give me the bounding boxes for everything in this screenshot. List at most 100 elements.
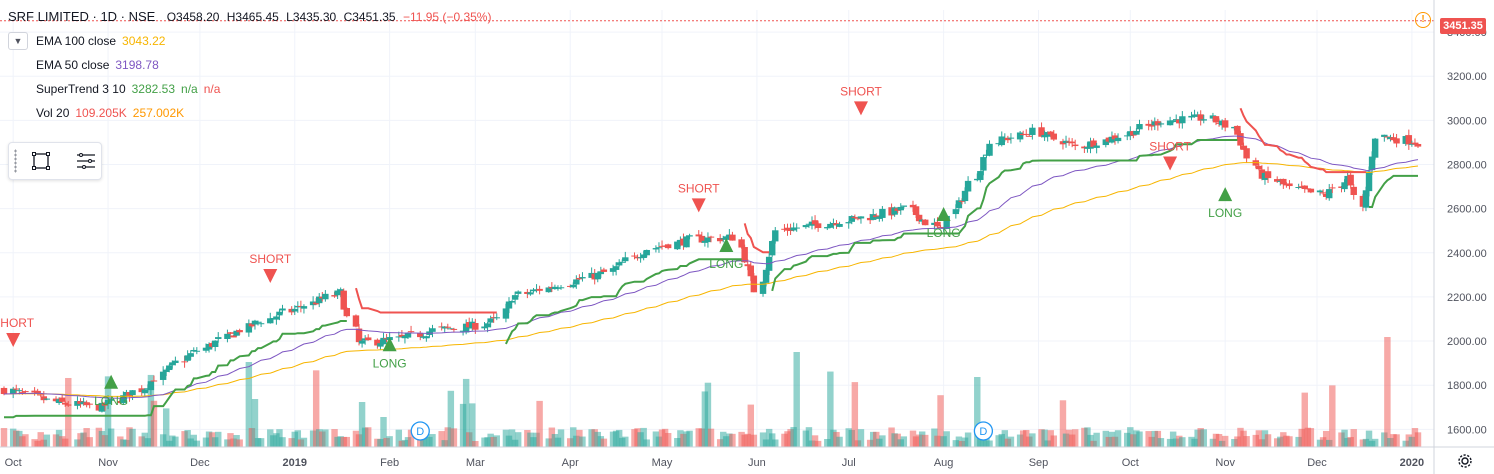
settings-lines-icon[interactable] bbox=[75, 151, 97, 171]
candle-body bbox=[107, 399, 115, 401]
indicator-ema100[interactable]: EMA 100 close 3043.22 bbox=[36, 34, 165, 48]
collapse-legend-button[interactable]: ▼ bbox=[8, 32, 28, 50]
indicator-supertrend[interactable]: SuperTrend 3 10 3282.53 n/a n/a bbox=[36, 82, 220, 96]
candle-body bbox=[374, 339, 381, 346]
volume-bars bbox=[0, 337, 1422, 447]
candle-body bbox=[729, 234, 736, 241]
volume-bar bbox=[312, 370, 320, 447]
candle-body bbox=[141, 389, 149, 394]
dividend-marker-label: D bbox=[416, 426, 424, 438]
candle-body bbox=[22, 391, 29, 393]
candle-body bbox=[631, 255, 638, 257]
candle-body bbox=[536, 288, 543, 291]
candle-body bbox=[43, 398, 51, 400]
volume-bar bbox=[964, 432, 972, 447]
indicator-ema50[interactable]: EMA 50 close 3198.78 bbox=[36, 58, 159, 72]
candle-body bbox=[331, 295, 338, 297]
indicator-volume[interactable]: Vol 20 109.205K 257.002K bbox=[36, 106, 184, 120]
short-marker-label: SHORT bbox=[678, 181, 720, 195]
volume-bar bbox=[1322, 430, 1330, 447]
volume-bar bbox=[986, 440, 993, 447]
candle-body bbox=[502, 308, 510, 319]
candle-body bbox=[897, 206, 904, 211]
candle-body bbox=[674, 241, 681, 250]
symbol-title[interactable]: SRF LIMITED · 1D · NSE bbox=[8, 9, 156, 24]
volume-bar bbox=[1365, 430, 1373, 447]
candle-body bbox=[493, 317, 500, 319]
long-marker-icon bbox=[936, 207, 951, 222]
candle-body bbox=[1393, 138, 1400, 144]
volume-bar bbox=[1001, 430, 1009, 447]
long-marker-label: LONG bbox=[94, 394, 128, 408]
candle-body bbox=[1200, 119, 1207, 121]
candle-body bbox=[98, 402, 106, 412]
indicator-value: 3043.22 bbox=[122, 34, 166, 48]
candle-body bbox=[1007, 137, 1015, 139]
candle-body bbox=[600, 269, 608, 272]
candle-body bbox=[162, 369, 170, 372]
volume-bar bbox=[1221, 435, 1229, 447]
volume-bar bbox=[107, 428, 115, 447]
candle-body bbox=[1234, 125, 1241, 135]
candle-body bbox=[1050, 133, 1058, 140]
short-marker-icon bbox=[263, 269, 278, 284]
volume-bar bbox=[1371, 438, 1379, 447]
candle-body bbox=[276, 311, 283, 316]
volume-bar bbox=[579, 436, 586, 447]
long-marker-label: LONG bbox=[709, 257, 743, 271]
candle-body bbox=[337, 289, 344, 293]
volume-bar bbox=[395, 429, 403, 447]
volume-bar bbox=[193, 440, 201, 447]
candle-body bbox=[58, 397, 66, 402]
candle-body bbox=[1157, 123, 1165, 125]
gear-icon[interactable] bbox=[1456, 452, 1474, 470]
candle-body bbox=[181, 361, 188, 363]
candle-body bbox=[1237, 133, 1244, 146]
candle-body bbox=[230, 335, 237, 338]
volume-bar bbox=[1350, 429, 1357, 447]
candle-body bbox=[986, 143, 993, 156]
drag-handle-icon[interactable] bbox=[14, 149, 17, 173]
open-value: O3458.20 bbox=[166, 10, 220, 24]
indicator-name: EMA 50 close bbox=[36, 58, 110, 72]
candle-body bbox=[358, 340, 366, 344]
candle-body bbox=[377, 343, 384, 347]
supertrend-line bbox=[355, 287, 497, 314]
signal-markers: SHORT LONG SHORT LONG SHORT LONG SHORT LONG SHOR… bbox=[0, 84, 1242, 441]
candle-body bbox=[958, 200, 966, 202]
candle-body bbox=[768, 241, 776, 256]
volume-bar bbox=[447, 390, 455, 447]
warning-icon[interactable]: ! bbox=[1415, 12, 1431, 28]
candle-body bbox=[1301, 185, 1308, 189]
short-marker-label: SHORT bbox=[840, 84, 882, 98]
time-tick-label: Nov bbox=[98, 457, 118, 469]
candle-body bbox=[1221, 120, 1229, 128]
candle-body bbox=[1197, 114, 1204, 121]
candle-body bbox=[267, 318, 274, 324]
candle-body bbox=[1071, 144, 1079, 147]
candle-body bbox=[508, 300, 516, 303]
volume-bar bbox=[1114, 430, 1122, 447]
candle-body bbox=[1133, 130, 1140, 135]
time-tick-label: Aug bbox=[934, 457, 954, 469]
volume-bar bbox=[1264, 434, 1272, 447]
volume-bar bbox=[937, 395, 944, 447]
low-value: L3435.30 bbox=[286, 10, 337, 24]
candle-body bbox=[169, 362, 176, 366]
candle-body bbox=[964, 180, 972, 192]
time-tick-label: Nov bbox=[1215, 457, 1235, 469]
volume-bar bbox=[879, 435, 886, 447]
volume-bar bbox=[1243, 436, 1250, 447]
indicator-value: 3282.53 bbox=[131, 82, 176, 96]
long-marker-icon bbox=[104, 374, 119, 389]
volume-bar bbox=[172, 436, 179, 447]
volume-bar bbox=[294, 430, 302, 447]
candle-body bbox=[1362, 190, 1370, 208]
rectangle-tool-icon[interactable] bbox=[31, 151, 51, 171]
candle-body bbox=[205, 343, 213, 350]
candle-body bbox=[9, 388, 17, 394]
candle-body bbox=[845, 222, 852, 224]
volume-bar bbox=[37, 432, 44, 447]
